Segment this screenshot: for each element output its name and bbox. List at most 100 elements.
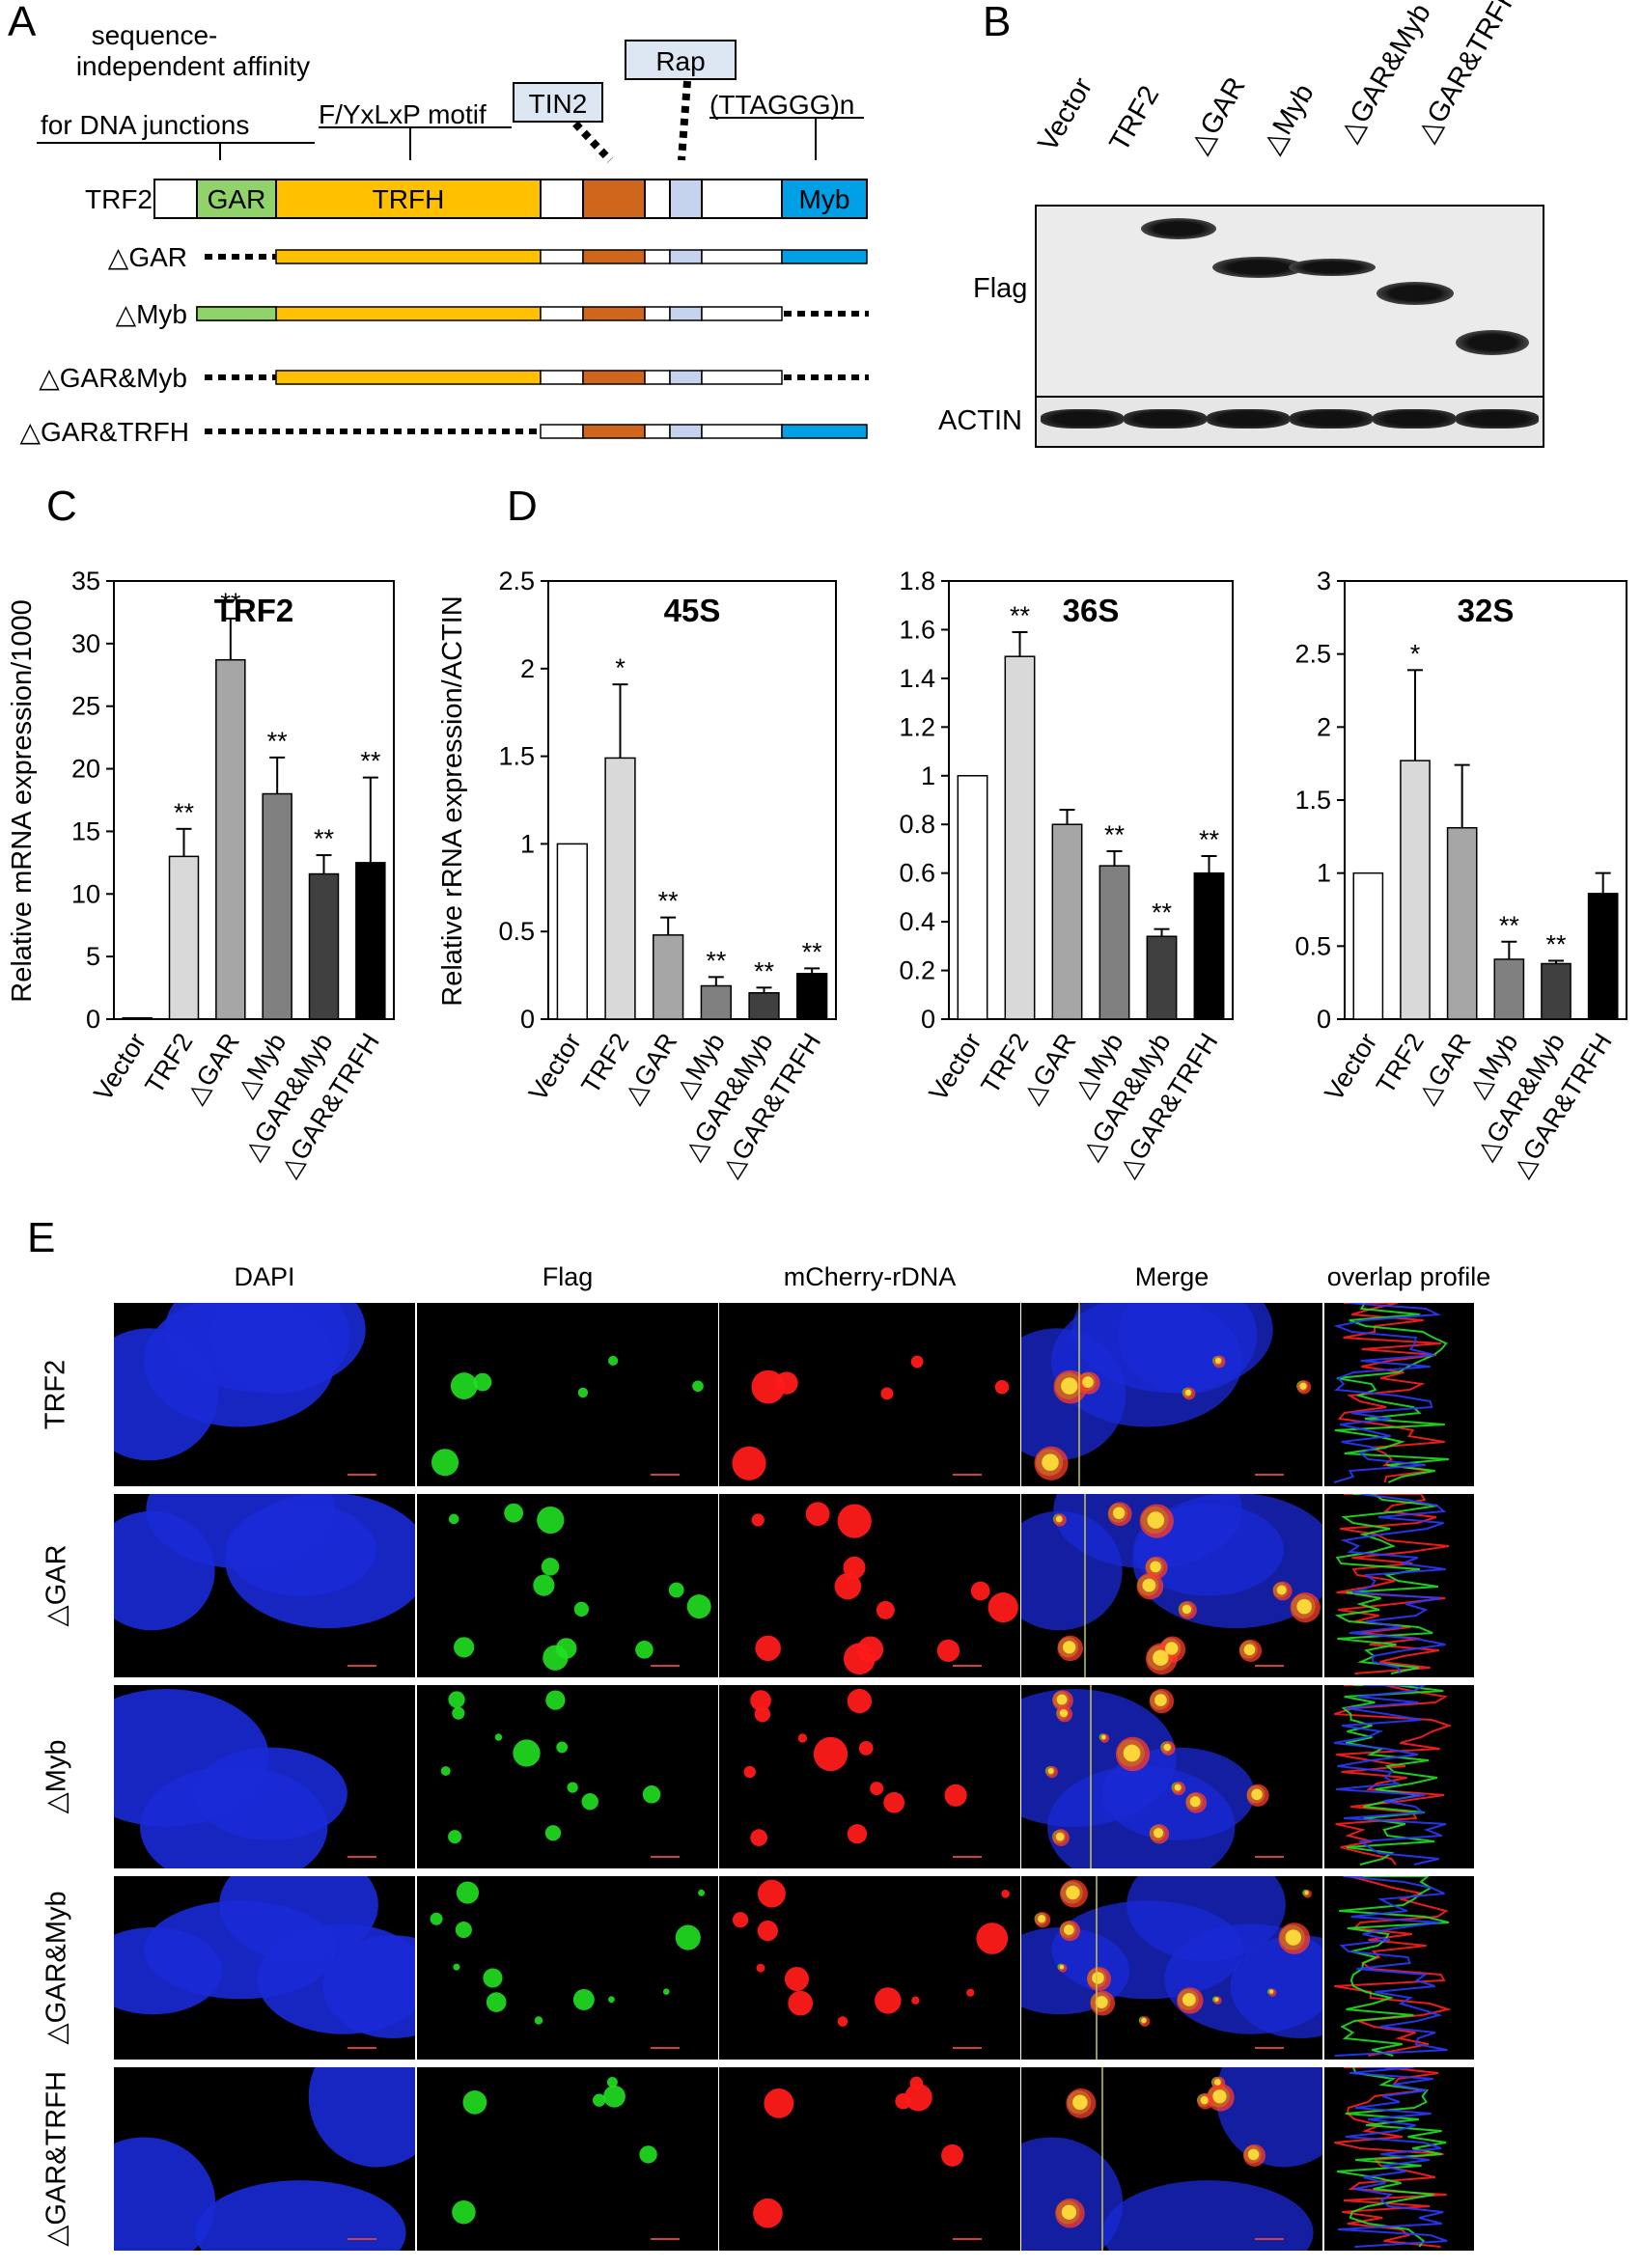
actin-band [1124,409,1207,429]
domain-trfh [275,249,542,264]
bar [1146,935,1178,1020]
y-tick-label: 2.5 [498,567,535,595]
domain-l2 [644,306,671,321]
lane-label: Vector [1032,72,1099,157]
domain-trfh [275,179,542,219]
domain-myb [781,424,868,439]
significance-mark: ** [754,956,775,985]
y-tick-label: 1 [921,761,935,790]
y-tick-label: 1.6 [899,615,935,644]
micrograph [1324,2067,1474,2251]
bar-chart-32s: 00.511.522.5332SVector*TRF2△GAR**△Myb**△… [1294,567,1627,1182]
plot-frame [547,580,837,1020]
gar-annotation-line3: for DNA junctions [41,110,249,140]
significance-mark: ** [706,946,727,975]
y-tick-label: 20 [71,755,100,784]
micrograph-canvas [743,1688,982,1858]
bar [168,855,200,1020]
y-tick-label: 1 [1317,859,1331,888]
micrograph [417,1494,718,1677]
bar [1193,871,1225,1020]
column-label: DAPI [234,1262,295,1291]
y-tick-label: 30 [71,629,100,658]
domain-schematic: sequence- independent affinity for DNA j… [19,20,869,447]
row-label: TRF2 [40,1359,71,1430]
category-label: Vector [1319,1028,1382,1106]
y-axis-label-d: Relative rRNA expression/ACTIN [437,595,468,1006]
micrograph-canvas [114,1494,415,1667]
micrograph-canvas [448,1503,711,1671]
significance-mark: ** [802,937,823,966]
bar [308,872,340,1020]
micrograph-canvas [114,1876,415,2049]
micrograph-canvas [1021,1494,1322,1677]
micrograph-canvas [732,1879,1010,2049]
chart-title: TRF2 [214,593,294,628]
panel-label-a: A [8,0,37,45]
bar [700,984,732,1020]
domain-myb [781,249,868,264]
y-tick-label: 25 [71,692,100,721]
micrograph [1324,1685,1474,1868]
y-tick-label: 0 [921,1005,935,1034]
bar [1587,893,1619,1020]
micrograph [719,1876,1020,2060]
domain-l3 [701,249,783,264]
micrograph-canvas [114,1689,376,1868]
bar [957,775,988,1020]
domain-l3 [701,370,783,385]
micrograph [719,1685,1020,1868]
domain-rap [669,424,703,439]
domain-myb [781,179,868,219]
domain-gar [196,306,277,321]
micrograph-canvas [1334,2067,1448,2248]
bar [748,992,780,1020]
domain-l3 [701,179,783,219]
y-tick-label: 15 [71,816,100,845]
y-tick-label: 0 [520,1005,535,1034]
construct-label: △Myb [116,299,187,329]
y-tick-label: 2 [520,654,535,683]
bar-chart-trf2: 05101520253035TRF2Vector**TRF2**△GAR**△M… [71,567,395,1182]
western-blot: Vector TRF2 △GAR △Myb △GAR&Myb △GAR&TRFH Flag… [927,0,1641,463]
y-tick-label: 2 [1317,712,1331,741]
bar [1004,655,1036,1020]
flag-band [1289,259,1376,276]
micrograph-canvas [1021,1303,1312,1486]
domain-rap [669,179,703,219]
actin-label: ACTIN [938,405,1022,436]
micrograph [417,2067,718,2251]
domain-label-trfh: TRFH [373,184,445,214]
y-tick-label: 1.5 [1294,786,1331,815]
y-tick-label: 1.2 [899,712,935,741]
y-tick-label: 10 [71,879,100,908]
significance-mark: ** [220,588,241,617]
construct-label: △GAR [108,242,187,272]
domain-label-myb: Myb [799,184,850,214]
myb-annotation: (TTAGGG)n [709,90,854,120]
bar [1493,958,1525,1020]
micrograph-canvas [430,1881,706,2049]
plot-frame [948,580,1234,1020]
tin2-annotation: TIN2 [529,89,588,119]
trfh-annotation: F/YxLxP motif [319,99,487,129]
significance-mark: ** [1199,825,1220,854]
bar [1352,871,1384,1020]
row-label: △GAR&Myb [41,1891,72,2045]
micrograph-canvas [114,2067,415,2251]
micrograph [417,1685,718,1868]
micrograph [1021,1303,1322,1486]
micrograph [719,1303,1020,1486]
micrograph [1324,1494,1474,1677]
tin2-annotation-box [513,82,603,123]
micrograph [114,1494,415,1677]
plot-frame [113,580,395,1020]
domain-rap [669,249,703,264]
micrograph [1324,1876,1474,2060]
domain-nterm [153,179,198,219]
y-tick-label: 3 [1317,567,1331,595]
column-label: mCherry-rDNA [783,1262,957,1291]
domain-l2 [644,424,671,439]
y-tick-label: 1.4 [899,664,935,693]
micrograph-canvas [1334,1494,1450,1674]
